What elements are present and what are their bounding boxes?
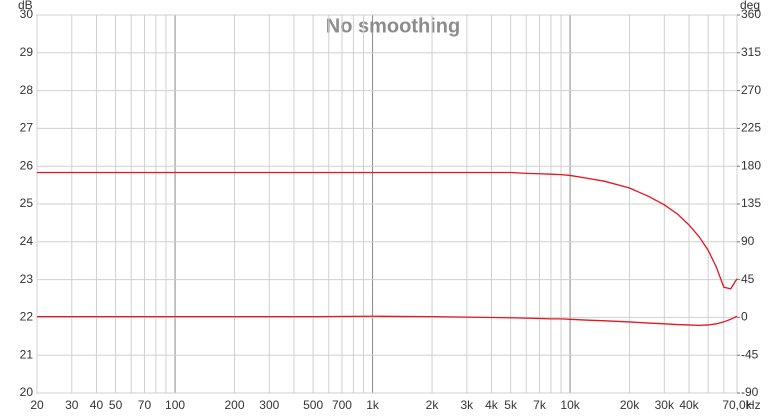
y-tick-label: 20	[20, 385, 34, 399]
x-tick-label: 7k	[533, 398, 547, 412]
y-tick-label: 25	[20, 196, 34, 210]
y-tick-label: 23	[20, 272, 34, 286]
y-tick-label: 22	[20, 310, 34, 324]
x-tick-label: 50	[109, 398, 123, 412]
y2-tick-label: 45	[741, 272, 755, 286]
x-tick-label: 70,0k	[722, 398, 752, 412]
x-tick-label: 20	[30, 398, 44, 412]
y2-tick-label: 225	[741, 121, 761, 135]
y2-tick-label: 315	[741, 45, 761, 59]
y-axis-label: dB	[18, 0, 33, 12]
y-tick-label: 26	[20, 158, 34, 172]
x-axis-label: Hz	[746, 398, 761, 412]
y2-tick-label: 180	[741, 158, 761, 172]
x-tick-label: 5k	[504, 398, 518, 412]
y2-tick-label: -90	[741, 385, 759, 399]
x-tick-label: 300	[259, 398, 279, 412]
series-line	[37, 171, 738, 290]
y2-tick-label: -45	[741, 347, 759, 361]
x-tick-label: 100	[165, 398, 185, 412]
x-tick-label: 700	[332, 398, 352, 412]
y-tick-label: 21	[20, 347, 34, 361]
chart-title: No smoothing	[326, 15, 460, 37]
y2-tick-label: 90	[741, 234, 755, 248]
y2-tick-label: 360	[741, 7, 761, 21]
series-line	[37, 315, 738, 326]
x-tick-label: 10k	[560, 398, 580, 412]
x-tick-label: 40k	[679, 398, 699, 412]
y2-tick-label: 270	[741, 83, 761, 97]
y-tick-label: 27	[20, 121, 34, 135]
x-tick-label: 200	[224, 398, 244, 412]
x-tick-label: 4k	[485, 398, 499, 412]
x-tick-label: 70	[138, 398, 152, 412]
x-tick-label: 20k	[620, 398, 640, 412]
y-tick-label: 30	[20, 7, 34, 21]
x-tick-label: 1k	[366, 398, 380, 412]
x-tick-label: 40	[90, 398, 104, 412]
x-tick-label: 2k	[426, 398, 440, 412]
y2-tick-label: 135	[741, 196, 761, 210]
x-tick-label: 3k	[460, 398, 474, 412]
x-tick-label: 30k	[655, 398, 675, 412]
x-tick-label: 500	[303, 398, 323, 412]
x-tick-label: 30	[65, 398, 79, 412]
y-tick-label: 29	[20, 45, 34, 59]
y2-tick-label: 0	[741, 310, 748, 324]
y-tick-label: 28	[20, 83, 34, 97]
y-tick-label: 24	[20, 234, 34, 248]
y2-axis-label: deg	[740, 0, 760, 12]
